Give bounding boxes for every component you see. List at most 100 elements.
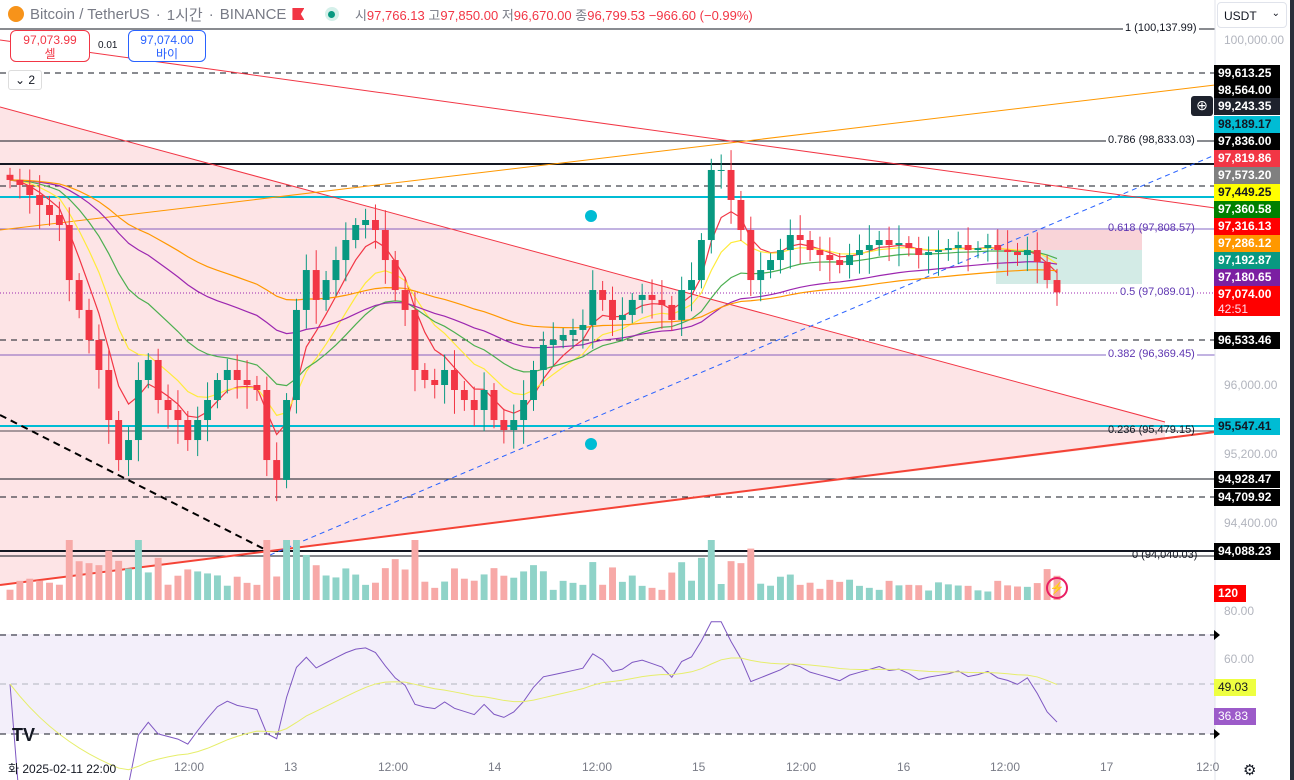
exchange: BINANCE [219,5,287,23]
volume-bar [213,575,221,600]
rsi-ma-line [9,657,1058,771]
candle-body [510,420,518,431]
candle-body [688,280,695,291]
candle-body [984,245,992,249]
candle-body [352,225,360,241]
candle-body [164,400,172,411]
volume-bar [480,574,488,600]
volume-bar [935,582,942,600]
candle-body [826,255,834,261]
candle-body [925,252,933,256]
short-position-stop [996,230,1142,250]
volume-bar [194,571,202,600]
volume-bar [530,565,537,600]
candle-body [865,245,873,251]
candle-body [1023,250,1031,256]
volume-bar [115,560,123,600]
volume-bar [658,589,666,600]
horizontal-levels [0,28,1215,735]
volume-bar [816,588,824,600]
volume-bar [589,562,597,600]
candle-body [717,169,725,171]
buy-button[interactable]: 97,074.00 바이 [128,30,206,62]
candle-body [609,299,616,320]
candle-body [599,290,607,300]
candle-body [194,420,202,441]
settings-gear-icon[interactable]: ⚙ [1243,762,1257,779]
volume-bar [362,584,370,600]
price-tag: 94,088.23 [1214,543,1280,560]
add-alert-plus-icon[interactable]: ⊕ [1191,96,1213,116]
volume-bar [421,581,429,600]
candle-body [786,235,794,251]
volume-bar [579,584,587,600]
candle-body [65,225,73,281]
volume-bar [411,540,419,600]
alarm-icon[interactable] [585,438,597,450]
candle-body [885,240,893,246]
volume-bar [233,576,241,600]
price-tag: 99,243.35 [1214,98,1280,115]
volume-bar [648,587,656,600]
candle-body [362,220,370,226]
alarm-icon[interactable] [585,210,597,222]
volume-bar [707,540,715,600]
interval[interactable]: 1시간 [166,6,203,24]
chevron-down-icon: ⌄ [1271,8,1280,19]
candle-body [451,369,458,391]
collapse-indicators-button[interactable]: ⌄ 2 [8,70,42,90]
volume-bar [273,576,281,600]
volume-bar [599,584,607,600]
volume-bar [796,584,804,600]
volume-bar [609,567,616,600]
candle-body [539,344,547,370]
volume-bar [292,540,300,600]
volume-bar [441,581,449,600]
volume-bar [974,590,982,600]
candle-body [125,440,132,461]
time-label: 화 2025-02-11 22:00 [8,762,117,776]
candle-body [322,280,330,300]
volume-bar [243,582,251,600]
fib-level-0786: 0.786 (98,833.03) [1106,134,1197,146]
candle-body [954,245,962,249]
time-label: 17 [1100,760,1114,774]
price-tag: 96,533.46 [1214,332,1280,349]
currency-select[interactable]: USDT ⌄ [1217,2,1287,28]
volume-bar [757,583,765,600]
volume-bar [36,580,44,600]
symbol-name[interactable]: Bitcoin / TetherUS [30,5,150,23]
rsi-lower-handle[interactable] [1214,729,1220,739]
candle-body [332,260,340,281]
candle-body [648,294,656,300]
volume-bar [154,557,162,600]
volume-bar [500,575,508,600]
sell-button[interactable]: 97,073.99 셀 [10,30,90,62]
flag-icon[interactable] [292,8,305,20]
rsi-ma-tag: 49.03 [1214,679,1256,696]
candle-body [243,379,251,385]
time-label: 12:00 [990,760,1021,774]
candle-body [757,270,765,281]
price-tag: 94,709.92 [1214,489,1280,506]
volume-bar [401,569,409,600]
volume-bar [372,582,379,600]
candle-body [204,400,212,421]
candle-body [55,215,63,226]
lightning-icon[interactable]: ⚡ [1046,577,1068,599]
volume-bar [431,587,439,600]
volume-bar [776,576,784,600]
volume-bar [628,575,636,600]
volume-bar [1033,583,1041,600]
volume-bar [451,568,458,600]
rsi-upper-handle[interactable] [1214,630,1220,640]
symbol-header: Bitcoin / TetherUS · 1시간 · BINANCE 시97,766… [8,4,753,24]
candle-body [421,369,429,380]
candle-body [559,334,567,340]
candle-body [381,230,389,261]
volume-tag: 120 [1214,585,1246,602]
candle-body [628,299,636,315]
volume-bar [885,580,893,600]
ohlc-values: 시97,766.13 고97,850.00 저96,670.00 종96,799… [354,7,753,23]
